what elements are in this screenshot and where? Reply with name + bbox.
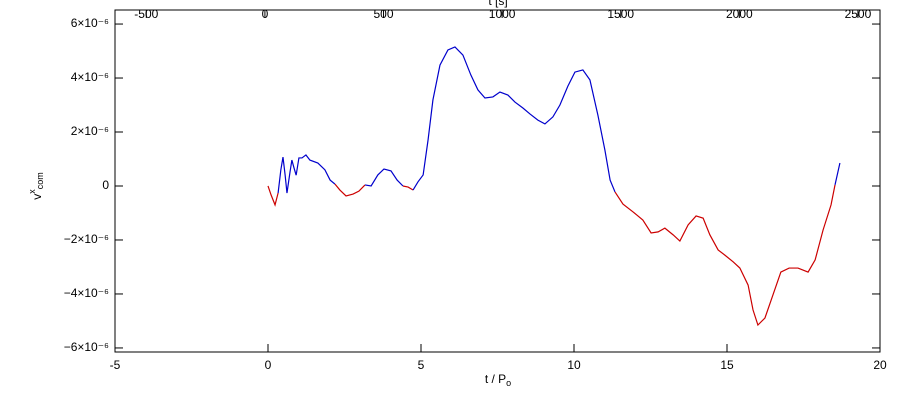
line-piece xyxy=(834,162,841,186)
line-piece xyxy=(267,185,279,207)
x2-tick-label: 500 xyxy=(374,7,394,21)
y-tick-label: 2×10⁻⁶ xyxy=(71,124,109,138)
line-piece xyxy=(334,183,366,197)
y-tick-label: 6×10⁻⁶ xyxy=(71,16,109,30)
y-tick-label: 4×10⁻⁶ xyxy=(71,70,109,84)
x2-axis-label: t [s] xyxy=(488,0,507,8)
y-label-sub: com xyxy=(35,172,45,189)
line-piece xyxy=(412,46,616,193)
line-piece xyxy=(364,168,404,187)
x-tick-label: 5 xyxy=(418,358,425,372)
x2-tick-label: -500 xyxy=(134,7,158,21)
x-axis-label: t / Po xyxy=(485,372,511,388)
y-tick-label: −2×10⁻⁶ xyxy=(64,232,109,246)
y-tick-label: −6×10⁻⁶ xyxy=(64,340,109,354)
x2-tick-label: 2000 xyxy=(726,7,753,21)
x2-tick-label: 1500 xyxy=(607,7,634,21)
x-tick-label: 20 xyxy=(873,358,887,372)
line-piece xyxy=(402,185,414,191)
y-label-sup: x xyxy=(27,189,37,194)
y-tick-label: −4×10⁻⁶ xyxy=(64,286,109,300)
x2-tick-label: 2500 xyxy=(845,7,872,21)
x-label-sub: o xyxy=(506,378,511,388)
x-label-text: t / P xyxy=(485,372,506,386)
y-axis-label: vxcom xyxy=(27,172,45,200)
line-piece xyxy=(277,154,336,194)
x-tick-label: 15 xyxy=(720,358,734,372)
x-tick-label: 0 xyxy=(265,358,272,372)
x-tick-label: -5 xyxy=(110,358,121,372)
x2-tick-label: 1000 xyxy=(489,7,516,21)
plot-frame xyxy=(114,9,881,353)
y-tick-label: 0 xyxy=(102,178,109,192)
line-piece xyxy=(614,184,836,327)
x2-tick-label: 0 xyxy=(262,7,269,21)
x-tick-label: 10 xyxy=(567,358,581,372)
y-label-text: v xyxy=(30,194,44,200)
